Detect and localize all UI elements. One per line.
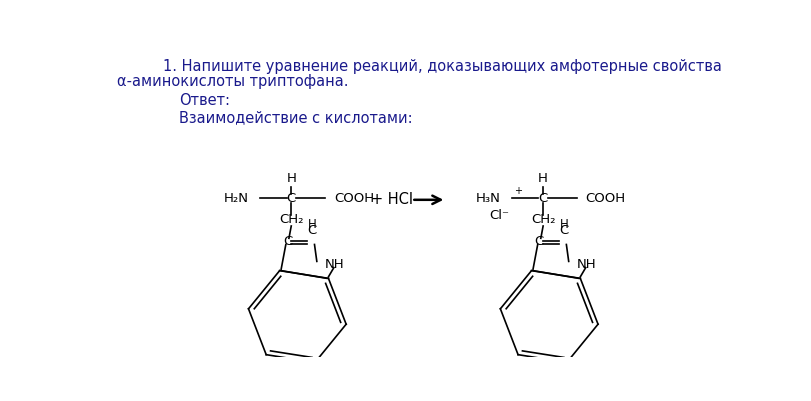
Text: C: C [539, 192, 547, 205]
Text: + HCl: + HCl [371, 192, 413, 207]
Text: CH₂: CH₂ [279, 213, 303, 226]
Text: C: C [560, 224, 569, 237]
Text: H₂N: H₂N [224, 192, 249, 205]
Text: H: H [308, 218, 316, 231]
Text: C: C [286, 192, 296, 205]
Text: COOH: COOH [334, 192, 374, 205]
Text: C: C [534, 235, 544, 248]
Text: 1. Напишите уравнение реакций, доказывающих амфотерные свойства: 1. Напишите уравнение реакций, доказываю… [163, 59, 722, 74]
Text: Cl⁻: Cl⁻ [489, 209, 508, 222]
Text: C: C [307, 224, 317, 237]
Text: COOH: COOH [586, 192, 626, 205]
Text: CH₂: CH₂ [531, 213, 556, 226]
Text: H: H [539, 172, 548, 185]
Text: H: H [560, 218, 569, 231]
Text: NH: NH [324, 258, 344, 271]
Text: Взаимодействие с кислотами:: Взаимодействие с кислотами: [179, 110, 413, 125]
Text: Ответ:: Ответ: [179, 93, 230, 108]
Text: C: C [283, 235, 292, 248]
Text: α-аминокислоты триптофана.: α-аминокислоты триптофана. [117, 74, 349, 89]
Text: H: H [286, 172, 296, 185]
Text: +: + [514, 186, 522, 196]
Text: NH: NH [577, 258, 596, 271]
Text: H₃N: H₃N [475, 192, 500, 205]
